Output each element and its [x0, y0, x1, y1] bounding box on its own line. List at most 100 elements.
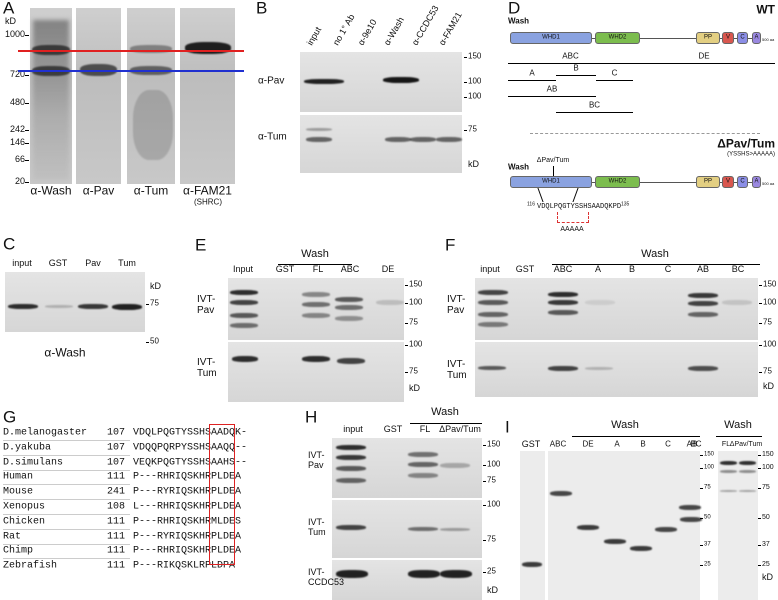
domain — [722, 176, 734, 188]
line — [3, 543, 130, 545]
species: Rat — [3, 531, 22, 543]
species: D.simulans — [3, 457, 64, 469]
domain-label: PP — [703, 34, 713, 41]
marker-label: 150 — [409, 279, 423, 289]
marker-tick — [700, 455, 703, 456]
marker-label: 75 — [487, 534, 496, 544]
band — [408, 462, 438, 467]
band — [688, 366, 718, 371]
band — [230, 313, 258, 318]
blot-lane — [127, 8, 175, 184]
panel-letter: F — [445, 235, 456, 255]
row-label: IVT-Tum — [447, 359, 467, 381]
marker-tick — [25, 35, 29, 36]
domain-label: WHD2 — [608, 34, 627, 41]
band — [440, 528, 470, 531]
species: Human — [3, 471, 34, 483]
marker-tick — [146, 304, 149, 305]
marker-tick — [146, 342, 149, 343]
marker-tick — [405, 285, 408, 286]
band — [548, 292, 578, 297]
lane-label: Input — [232, 264, 254, 275]
lane-label: AB — [686, 439, 698, 449]
marker-tick — [758, 565, 761, 566]
marker-label: 100 — [409, 297, 423, 307]
panel-letter: A — [3, 0, 15, 18]
band — [335, 305, 363, 310]
lane-label: BC — [690, 439, 702, 449]
arrow — [553, 166, 554, 176]
band — [478, 322, 508, 327]
length-label: 500 aa — [762, 36, 775, 42]
marker-label: 50 — [762, 514, 770, 522]
line — [3, 484, 130, 486]
panel-letter: G — [3, 407, 17, 427]
highlight — [209, 424, 235, 565]
fragment-label: DE — [698, 51, 710, 61]
marker-label: 150 — [468, 51, 482, 61]
marker-tick — [464, 97, 467, 98]
blot-lane — [76, 8, 121, 184]
fragment-label: AB — [546, 84, 558, 94]
marker-label: 75 — [762, 484, 770, 492]
line — [410, 423, 482, 424]
blot — [300, 115, 462, 173]
species: D.melanogaster — [3, 427, 88, 439]
band — [478, 290, 508, 295]
marker-label: 75 — [487, 475, 496, 485]
protein-label: Wash — [508, 162, 530, 172]
start: 111 — [107, 516, 126, 528]
line — [556, 112, 633, 113]
lane-label: A — [594, 264, 602, 275]
unit-label: kD — [468, 159, 479, 170]
fragment-label: C — [611, 68, 618, 78]
domain — [752, 32, 761, 44]
domain — [510, 176, 592, 188]
domain — [595, 176, 640, 188]
lane-label: ΔPav/Tum — [729, 441, 763, 449]
line — [3, 454, 130, 456]
band — [585, 367, 613, 370]
marker-tick — [464, 82, 467, 83]
band — [478, 300, 508, 305]
unit-label: kD — [762, 572, 773, 583]
band — [8, 304, 38, 309]
band — [302, 356, 330, 362]
line — [556, 75, 596, 76]
marker-tick — [759, 285, 762, 286]
marker-tick — [759, 323, 762, 324]
band — [337, 358, 365, 364]
lane-label: C — [665, 439, 671, 449]
marker-label: 150 — [762, 451, 774, 459]
marker-tick — [483, 505, 486, 506]
row-label: IVT-Tum — [308, 517, 326, 537]
replacement: AAAAA — [560, 226, 584, 234]
domain — [595, 32, 640, 44]
zoom-left — [537, 188, 544, 202]
band — [655, 527, 677, 532]
domain — [737, 176, 748, 188]
group-label: Wash — [301, 247, 329, 260]
marker-tick — [25, 182, 29, 183]
marker-label: 37 — [762, 541, 770, 549]
band — [720, 490, 737, 492]
marker-label: 50 — [150, 336, 159, 346]
band — [302, 302, 330, 307]
species: Chicken — [3, 516, 46, 528]
marker-label: 20 — [14, 176, 25, 187]
line — [18, 50, 244, 52]
marker-label: 100 — [763, 339, 777, 349]
seq-start: 116 — [527, 201, 535, 208]
marker-label: 146 — [9, 137, 25, 148]
marker-label: 720 — [9, 69, 25, 80]
panel-letter: B — [256, 0, 268, 18]
band — [230, 290, 258, 295]
domain-label: C — [740, 178, 745, 185]
domain — [696, 176, 720, 188]
band — [604, 539, 626, 544]
domain — [510, 32, 592, 44]
marker-tick — [483, 572, 486, 573]
band — [522, 562, 542, 567]
band — [478, 312, 508, 317]
